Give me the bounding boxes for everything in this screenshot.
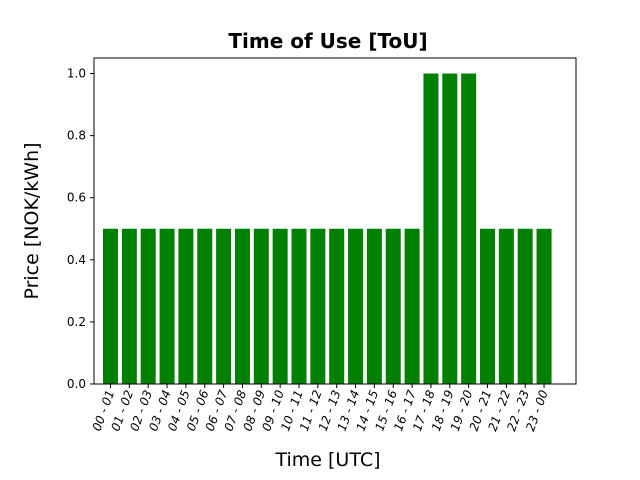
y-tick-label: 0.8 bbox=[67, 129, 86, 143]
x-axis-label: Time [UTC] bbox=[274, 449, 380, 471]
bar-00-01 bbox=[103, 228, 118, 384]
bar-05-06 bbox=[197, 228, 213, 384]
bar-15-16 bbox=[385, 228, 401, 384]
bar-12-13 bbox=[329, 228, 345, 384]
y-tick-label: 0.6 bbox=[67, 191, 86, 205]
y-axis-label: Price [NOK/kWh] bbox=[21, 142, 43, 299]
chart-title: Time of Use [ToU] bbox=[228, 29, 427, 53]
bar-16-17 bbox=[404, 228, 420, 384]
bar-22-23 bbox=[517, 228, 533, 384]
bar-20-21 bbox=[480, 228, 495, 384]
bar-07-08 bbox=[234, 228, 250, 384]
bar-08-09 bbox=[253, 228, 269, 384]
y-axis: 0.0 0.2 0.4 0.6 0.8 1.0 bbox=[67, 67, 94, 391]
bar-11-12 bbox=[310, 228, 326, 384]
bar-04-05 bbox=[178, 228, 194, 384]
bar-19-20 bbox=[461, 73, 477, 385]
bar-23-00 bbox=[536, 228, 552, 384]
bar-14-15 bbox=[366, 228, 382, 384]
y-tick-label: 0.0 bbox=[67, 377, 86, 391]
y-tick-label: 0.4 bbox=[67, 253, 86, 267]
bar-06-07 bbox=[216, 228, 232, 384]
y-tick-label: 0.2 bbox=[67, 315, 86, 329]
bar-02-03 bbox=[140, 228, 156, 384]
bar-13-14 bbox=[348, 228, 364, 384]
bar-09-10 bbox=[272, 228, 288, 384]
bar-17-18 bbox=[423, 73, 439, 385]
bar-21-22 bbox=[498, 228, 514, 384]
bars-group bbox=[103, 73, 552, 385]
plot-frame bbox=[93, 57, 577, 385]
bar-10-11 bbox=[291, 228, 307, 384]
y-tick-label: 1.0 bbox=[67, 67, 86, 81]
bar-03-04 bbox=[159, 228, 175, 384]
bar-01-02 bbox=[121, 228, 137, 384]
bar-18-19 bbox=[442, 73, 458, 385]
